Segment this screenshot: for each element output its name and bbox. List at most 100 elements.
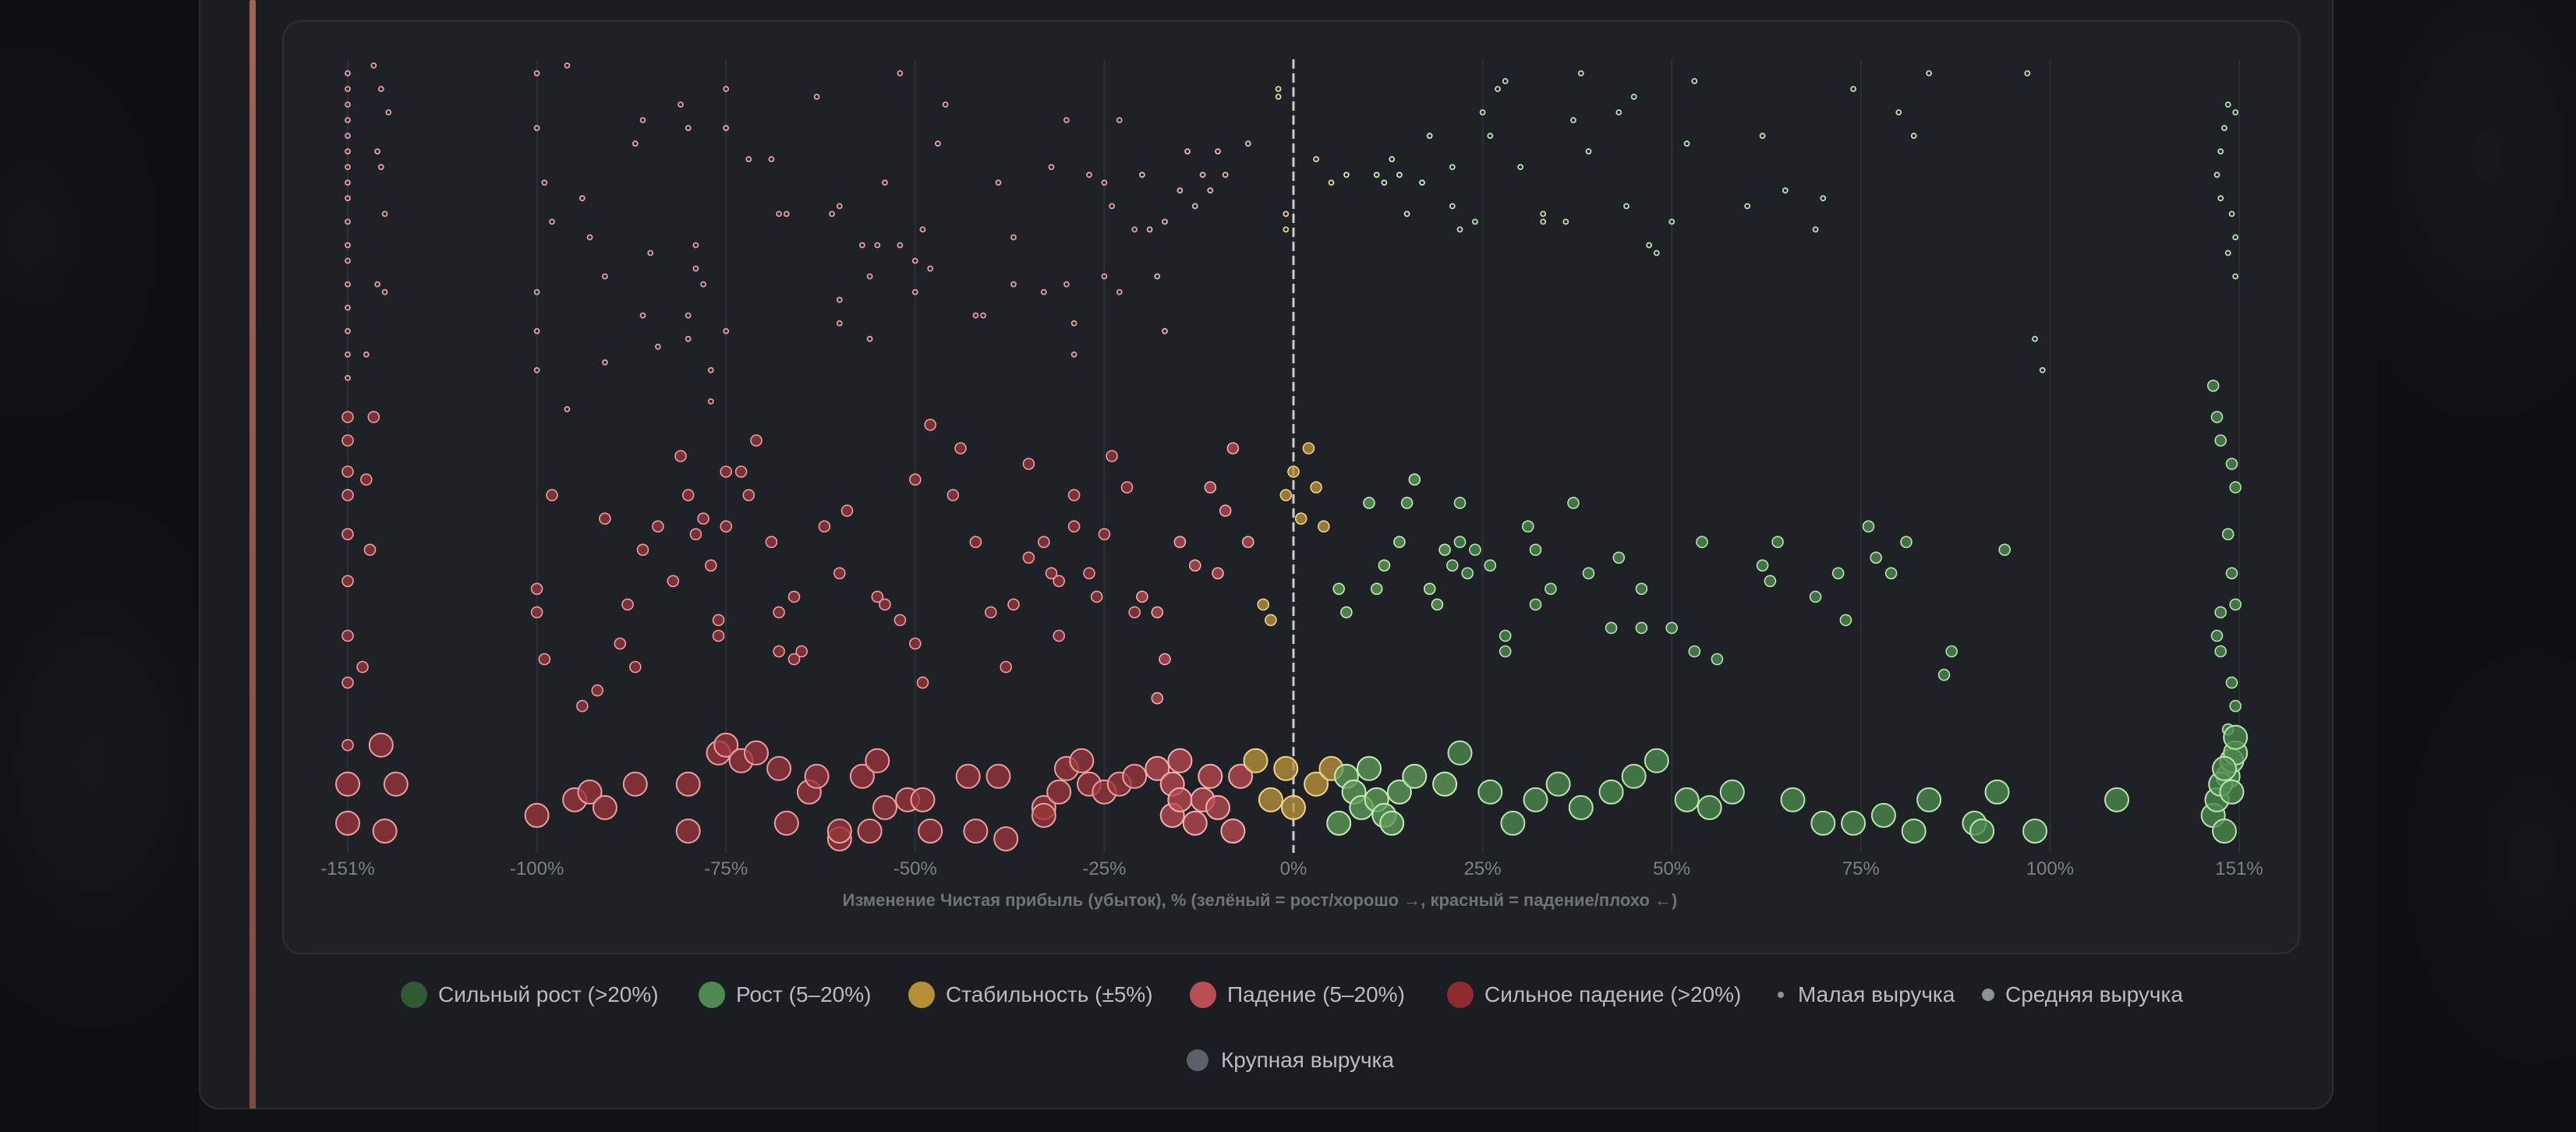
data-point-medium[interactable] bbox=[1635, 621, 1648, 635]
data-point-small[interactable] bbox=[1691, 78, 1698, 84]
data-point-small[interactable] bbox=[1244, 140, 1251, 147]
data-point-small[interactable] bbox=[1131, 226, 1138, 233]
data-point-large[interactable] bbox=[1145, 755, 1170, 781]
data-point-small[interactable] bbox=[2221, 125, 2227, 132]
data-point-small[interactable] bbox=[1116, 288, 1123, 295]
data-point-small[interactable] bbox=[776, 210, 782, 218]
data-point-medium[interactable] bbox=[341, 528, 354, 541]
data-point-large[interactable] bbox=[744, 740, 769, 766]
data-point-small[interactable] bbox=[1577, 70, 1584, 76]
data-point-medium[interactable] bbox=[1529, 598, 1542, 611]
data-point-small[interactable] bbox=[1177, 187, 1184, 194]
data-point-medium[interactable] bbox=[2221, 528, 2235, 541]
data-point-medium[interactable] bbox=[969, 536, 982, 549]
data-point-small[interactable] bbox=[1419, 179, 1425, 186]
data-point-medium[interactable] bbox=[1453, 497, 1467, 509]
data-point-large[interactable] bbox=[1870, 802, 1896, 828]
data-point-medium[interactable] bbox=[1067, 489, 1081, 501]
data-point-medium[interactable] bbox=[795, 645, 809, 658]
data-point-small[interactable] bbox=[1540, 210, 1547, 218]
data-point-medium[interactable] bbox=[1053, 575, 1066, 588]
data-point-medium[interactable] bbox=[1257, 598, 1269, 611]
data-point-medium[interactable] bbox=[1067, 520, 1081, 533]
data-point-medium[interactable] bbox=[908, 473, 922, 486]
data-point-small[interactable] bbox=[723, 327, 730, 334]
data-point-small[interactable] bbox=[1070, 351, 1077, 358]
data-point-small[interactable] bbox=[377, 86, 384, 92]
data-point-small[interactable] bbox=[1926, 70, 1933, 76]
data-point-small[interactable] bbox=[345, 70, 351, 76]
data-point-medium[interactable] bbox=[1862, 520, 1875, 533]
data-point-medium[interactable] bbox=[1567, 497, 1580, 509]
data-point-small[interactable] bbox=[874, 242, 881, 249]
legend-item-medium-revenue[interactable]: Средняя выручка bbox=[1982, 979, 2183, 1010]
data-point-large[interactable] bbox=[1810, 810, 1836, 836]
data-point-medium[interactable] bbox=[1151, 606, 1164, 619]
data-point-medium[interactable] bbox=[2214, 434, 2227, 447]
data-point-medium[interactable] bbox=[2210, 629, 2224, 642]
data-point-large[interactable] bbox=[1916, 787, 1942, 812]
data-point-small[interactable] bbox=[942, 101, 949, 108]
data-point-small[interactable] bbox=[707, 366, 714, 373]
data-point-large[interactable] bbox=[675, 819, 701, 844]
data-point-small[interactable] bbox=[723, 86, 730, 92]
data-point-large[interactable] bbox=[1402, 763, 1428, 789]
data-point-small[interactable] bbox=[745, 156, 752, 163]
data-point-medium[interactable] bbox=[1423, 582, 1436, 596]
data-point-small[interactable] bbox=[2217, 148, 2224, 155]
data-point-small[interactable] bbox=[1101, 273, 1108, 280]
data-point-small[interactable] bbox=[1191, 203, 1198, 210]
data-point-small[interactable] bbox=[601, 359, 608, 366]
data-point-large[interactable] bbox=[524, 802, 550, 828]
data-point-medium[interactable] bbox=[1484, 559, 1497, 572]
data-point-large[interactable] bbox=[1228, 763, 1254, 789]
data-point-small[interactable] bbox=[1449, 164, 1456, 171]
data-point-small[interactable] bbox=[345, 195, 351, 202]
data-point-medium[interactable] bbox=[1378, 559, 1391, 572]
data-point-medium[interactable] bbox=[1340, 606, 1353, 619]
data-point-large[interactable] bbox=[872, 794, 897, 820]
data-point-small[interactable] bbox=[1910, 133, 1917, 140]
data-point-large[interactable] bbox=[383, 771, 409, 797]
data-point-small[interactable] bbox=[632, 140, 639, 147]
data-point-small[interactable] bbox=[1495, 86, 1501, 92]
data-point-medium[interactable] bbox=[1363, 497, 1375, 509]
data-point-large[interactable] bbox=[622, 771, 648, 797]
data-point-small[interactable] bbox=[1668, 218, 1675, 225]
data-point-large[interactable] bbox=[1719, 779, 1745, 805]
data-point-medium[interactable] bbox=[1120, 481, 1134, 493]
data-point-medium[interactable] bbox=[2206, 379, 2220, 392]
data-point-large[interactable] bbox=[1182, 810, 1208, 836]
data-point-medium[interactable] bbox=[1711, 653, 1724, 666]
data-point-small[interactable] bbox=[654, 343, 661, 350]
data-point-medium[interactable] bbox=[546, 489, 558, 501]
data-point-small[interactable] bbox=[2039, 366, 2046, 373]
data-point-small[interactable] bbox=[1207, 187, 1214, 194]
data-point-large[interactable] bbox=[955, 763, 981, 789]
data-point-medium[interactable] bbox=[1582, 567, 1595, 580]
data-point-medium[interactable] bbox=[1053, 629, 1066, 642]
data-point-medium[interactable] bbox=[367, 411, 380, 423]
data-point-medium[interactable] bbox=[1219, 504, 1232, 517]
data-point-large[interactable] bbox=[1432, 771, 1458, 797]
data-point-small[interactable] bbox=[882, 179, 888, 186]
data-point-medium[interactable] bbox=[341, 575, 354, 588]
data-point-large[interactable] bbox=[1304, 771, 1329, 797]
data-point-medium[interactable] bbox=[1022, 458, 1035, 470]
legend-item-strong-growth[interactable]: Сильный рост (>20%) bbox=[401, 979, 659, 1010]
data-point-medium[interactable] bbox=[750, 434, 763, 447]
data-point-large[interactable] bbox=[1198, 763, 1223, 789]
data-point-medium[interactable] bbox=[591, 684, 604, 697]
data-point-small[interactable] bbox=[1313, 156, 1319, 163]
data-point-small[interactable] bbox=[1585, 148, 1592, 155]
data-point-large[interactable] bbox=[773, 810, 799, 836]
data-point-small[interactable] bbox=[2213, 172, 2220, 179]
data-point-medium[interactable] bbox=[341, 676, 354, 689]
data-point-small[interactable] bbox=[1162, 218, 1168, 225]
data-point-small[interactable] bbox=[685, 312, 692, 319]
data-point-medium[interactable] bbox=[1665, 621, 1678, 635]
data-point-small[interactable] bbox=[723, 125, 730, 132]
data-point-medium[interactable] bbox=[1408, 473, 1421, 486]
data-point-medium[interactable] bbox=[614, 637, 627, 650]
data-point-medium[interactable] bbox=[1090, 590, 1103, 603]
